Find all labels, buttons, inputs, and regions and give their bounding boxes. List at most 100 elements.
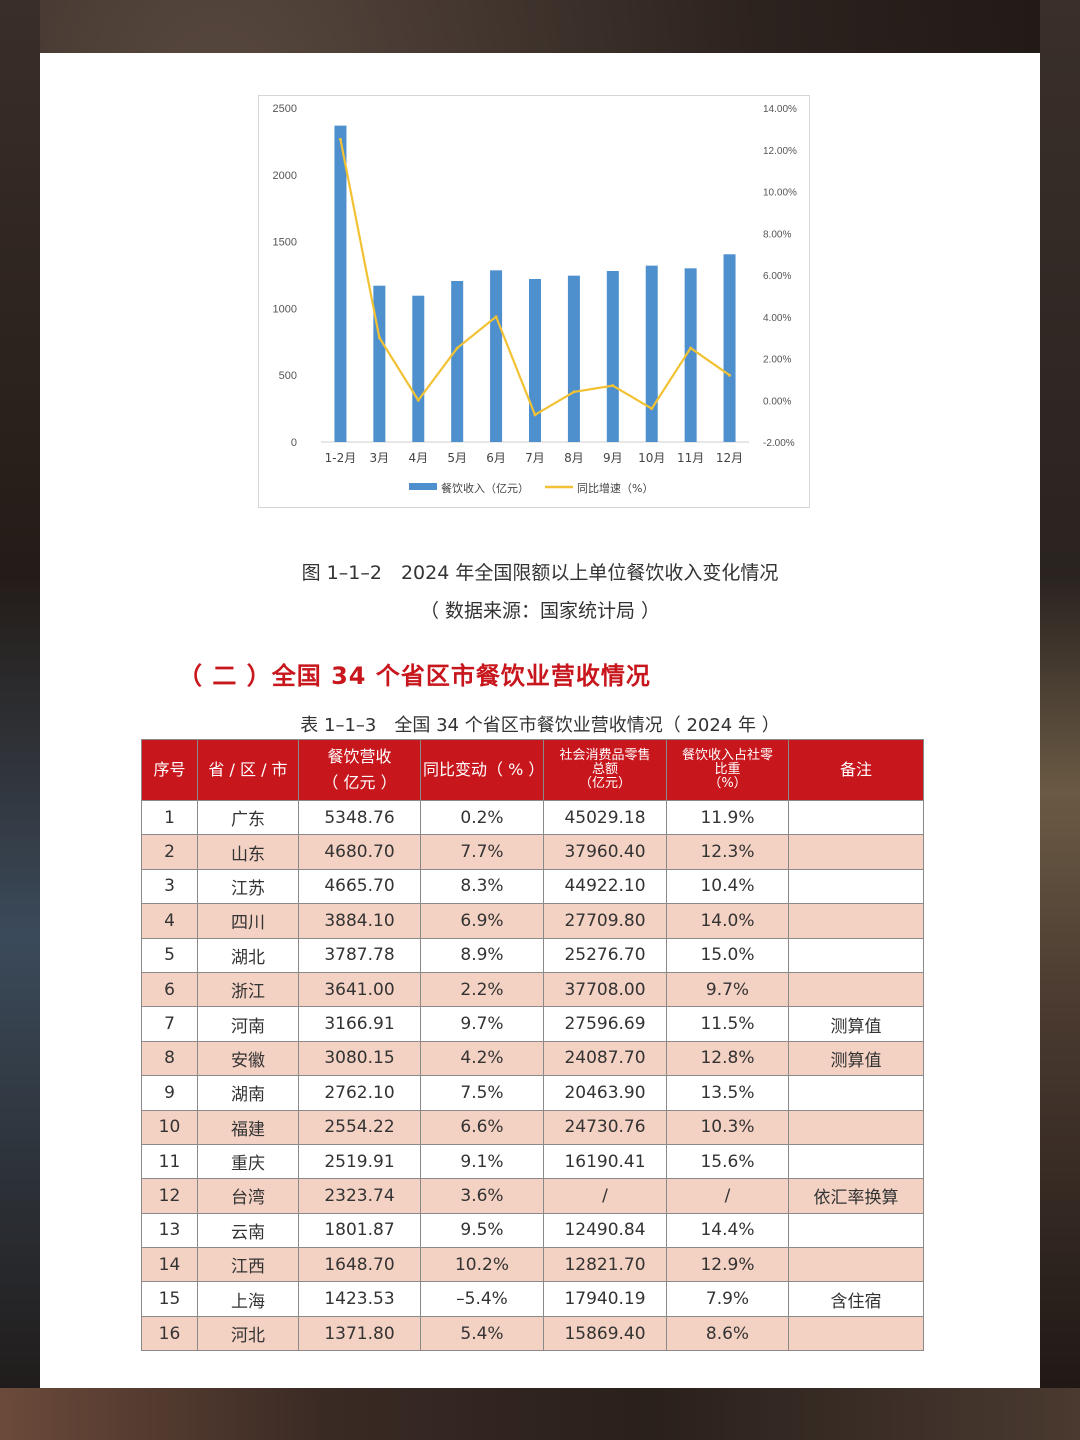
cell-retail: 24730.76 [543, 1109, 667, 1145]
cell-yoy: 6.9% [420, 903, 544, 939]
x-tick-label: 12月 [716, 451, 743, 465]
cell-index: 9 [141, 1075, 198, 1111]
left-axis-tick-label: 1000 [273, 303, 297, 315]
revenue-table: 序号 省 / 区 / 市 餐饮营收 （ 亿元 ） 同比变动（ % ） 社会消费品… [141, 739, 924, 1352]
cell-note [788, 1247, 924, 1283]
left-axis-tick-label: 2000 [273, 170, 297, 182]
cell-share: 7.9% [666, 1281, 789, 1317]
x-tick-label: 6月 [486, 451, 506, 465]
combo-chart: 2500 2000 1500 1000 500 0 14.00% 12.00% 10.00% 8.… [273, 103, 798, 495]
cell-note: 测算值 [788, 1006, 924, 1042]
cell-note [788, 834, 924, 870]
header-revenue-line2: （ 亿元 ） [322, 773, 397, 792]
yoy-growth-point [416, 398, 420, 402]
cell-index: 2 [141, 834, 198, 870]
x-tick-label: 3月 [370, 451, 390, 465]
bar-10月 [645, 265, 658, 442]
x-tick-label: 9月 [603, 451, 623, 465]
table-row: 4 四川 3884.10 6.9% 27709.80 14.0% [141, 903, 924, 939]
cell-share: 8.6% [666, 1315, 789, 1352]
cell-province: 江苏 [197, 868, 299, 905]
cell-index: 16 [141, 1315, 198, 1352]
cell-index: 8 [141, 1040, 198, 1077]
table-row: 3 江苏 4665.70 8.3% 44922.10 10.4% [141, 868, 924, 905]
cell-yoy: 8.3% [420, 868, 544, 905]
cell-note: 含住宿 [788, 1281, 924, 1317]
cell-index: 6 [141, 971, 198, 1008]
cell-share: 15.6% [666, 1143, 789, 1180]
cell-province: 湖南 [197, 1075, 299, 1111]
cell-share: 11.5% [666, 1006, 789, 1042]
yoy-growth-point [455, 346, 459, 350]
header-retail-line3: （亿元） [578, 776, 631, 791]
cell-revenue: 3080.15 [298, 1040, 421, 1077]
right-axis-tick-label: 6.00% [763, 271, 791, 282]
bar-11月 [684, 268, 697, 442]
legend-line-label: 同比增速（%） [577, 481, 653, 495]
cell-yoy: 9.5% [420, 1212, 544, 1249]
bar-7月 [529, 279, 541, 442]
cell-revenue: 5348.76 [298, 799, 421, 836]
figure-source: （ 数据来源：国家统计局 ） [419, 600, 661, 622]
yoy-growth-point [650, 407, 654, 411]
cell-revenue: 1801.87 [298, 1212, 421, 1249]
right-axis-tick-label: 8.00% [763, 229, 791, 240]
yoy-growth-point [611, 384, 615, 388]
cell-revenue: 2323.74 [298, 1178, 421, 1214]
left-axis-tick-label: 1500 [273, 237, 297, 249]
table-row: 2 山东 4680.70 7.7% 37960.40 12.3% [141, 834, 924, 870]
cell-province: 河南 [197, 1006, 299, 1042]
table-row: 15 上海 1423.53 –5.4% 17940.19 7.9% 含住宿 [141, 1281, 924, 1317]
cell-retail: 16190.41 [543, 1143, 667, 1180]
yoy-growth-point [572, 390, 576, 394]
right-axis-tick-label: -2.00% [763, 438, 795, 449]
cell-share: 12.3% [666, 834, 789, 870]
cell-revenue: 2519.91 [298, 1143, 421, 1180]
cell-province: 江西 [197, 1247, 299, 1283]
cell-index: 15 [141, 1281, 198, 1317]
header-province: 省 / 区 / 市 [197, 739, 299, 801]
left-axis-tick-label: 500 [279, 370, 297, 382]
cell-yoy: 9.7% [420, 1006, 544, 1042]
bar-4月 [412, 295, 425, 442]
cell-note [788, 868, 924, 905]
cell-share: 13.5% [666, 1075, 789, 1111]
cell-retail: 37708.00 [543, 971, 667, 1008]
cell-province: 上海 [197, 1281, 299, 1317]
bar-1-2月 [334, 125, 347, 443]
header-share-line2: 比重 [714, 762, 741, 777]
legend-bar-swatch [409, 483, 437, 490]
background-bottom [0, 1388, 1080, 1440]
cell-note [788, 1212, 924, 1249]
table-row: 7 河南 3166.91 9.7% 27596.69 11.5% 测算值 [141, 1006, 924, 1042]
header-revenue: 餐饮营收 （ 亿元 ） [298, 739, 421, 801]
header-index: 序号 [141, 739, 198, 801]
cell-index: 7 [141, 1006, 198, 1042]
cell-share: / [666, 1178, 789, 1214]
left-axis-tick-label: 0 [291, 437, 297, 449]
cell-index: 14 [141, 1247, 198, 1283]
cell-yoy: –5.4% [420, 1281, 544, 1317]
cell-note: 测算值 [788, 1040, 924, 1077]
cell-yoy: 5.4% [420, 1315, 544, 1352]
cell-share: 12.9% [666, 1247, 789, 1283]
table-row: 8 安徽 3080.15 4.2% 24087.70 12.8% 测算值 [141, 1040, 924, 1077]
right-axis-tick-label: 0.00% [763, 396, 791, 407]
bar-6月 [490, 270, 503, 442]
document-page: 2500 2000 1500 1000 500 0 14.00% 12.00% 10.00% 8.… [40, 53, 1040, 1388]
cell-note [788, 799, 924, 836]
cell-note [788, 971, 924, 1008]
table-row: 9 湖南 2762.10 7.5% 20463.90 13.5% [141, 1075, 924, 1111]
cell-index: 13 [141, 1212, 198, 1249]
cell-retail: 24087.70 [543, 1040, 667, 1077]
cell-share: 14.4% [666, 1212, 789, 1249]
cell-province: 广东 [197, 799, 299, 836]
cell-share: 12.8% [666, 1040, 789, 1077]
cell-note [788, 937, 924, 973]
cell-province: 河北 [197, 1315, 299, 1352]
right-axis-tick-label: 2.00% [763, 355, 791, 366]
cell-share: 15.0% [666, 937, 789, 973]
cell-retail: 20463.90 [543, 1075, 667, 1111]
cell-revenue: 1423.53 [298, 1281, 421, 1317]
cell-yoy: 7.7% [420, 834, 544, 870]
